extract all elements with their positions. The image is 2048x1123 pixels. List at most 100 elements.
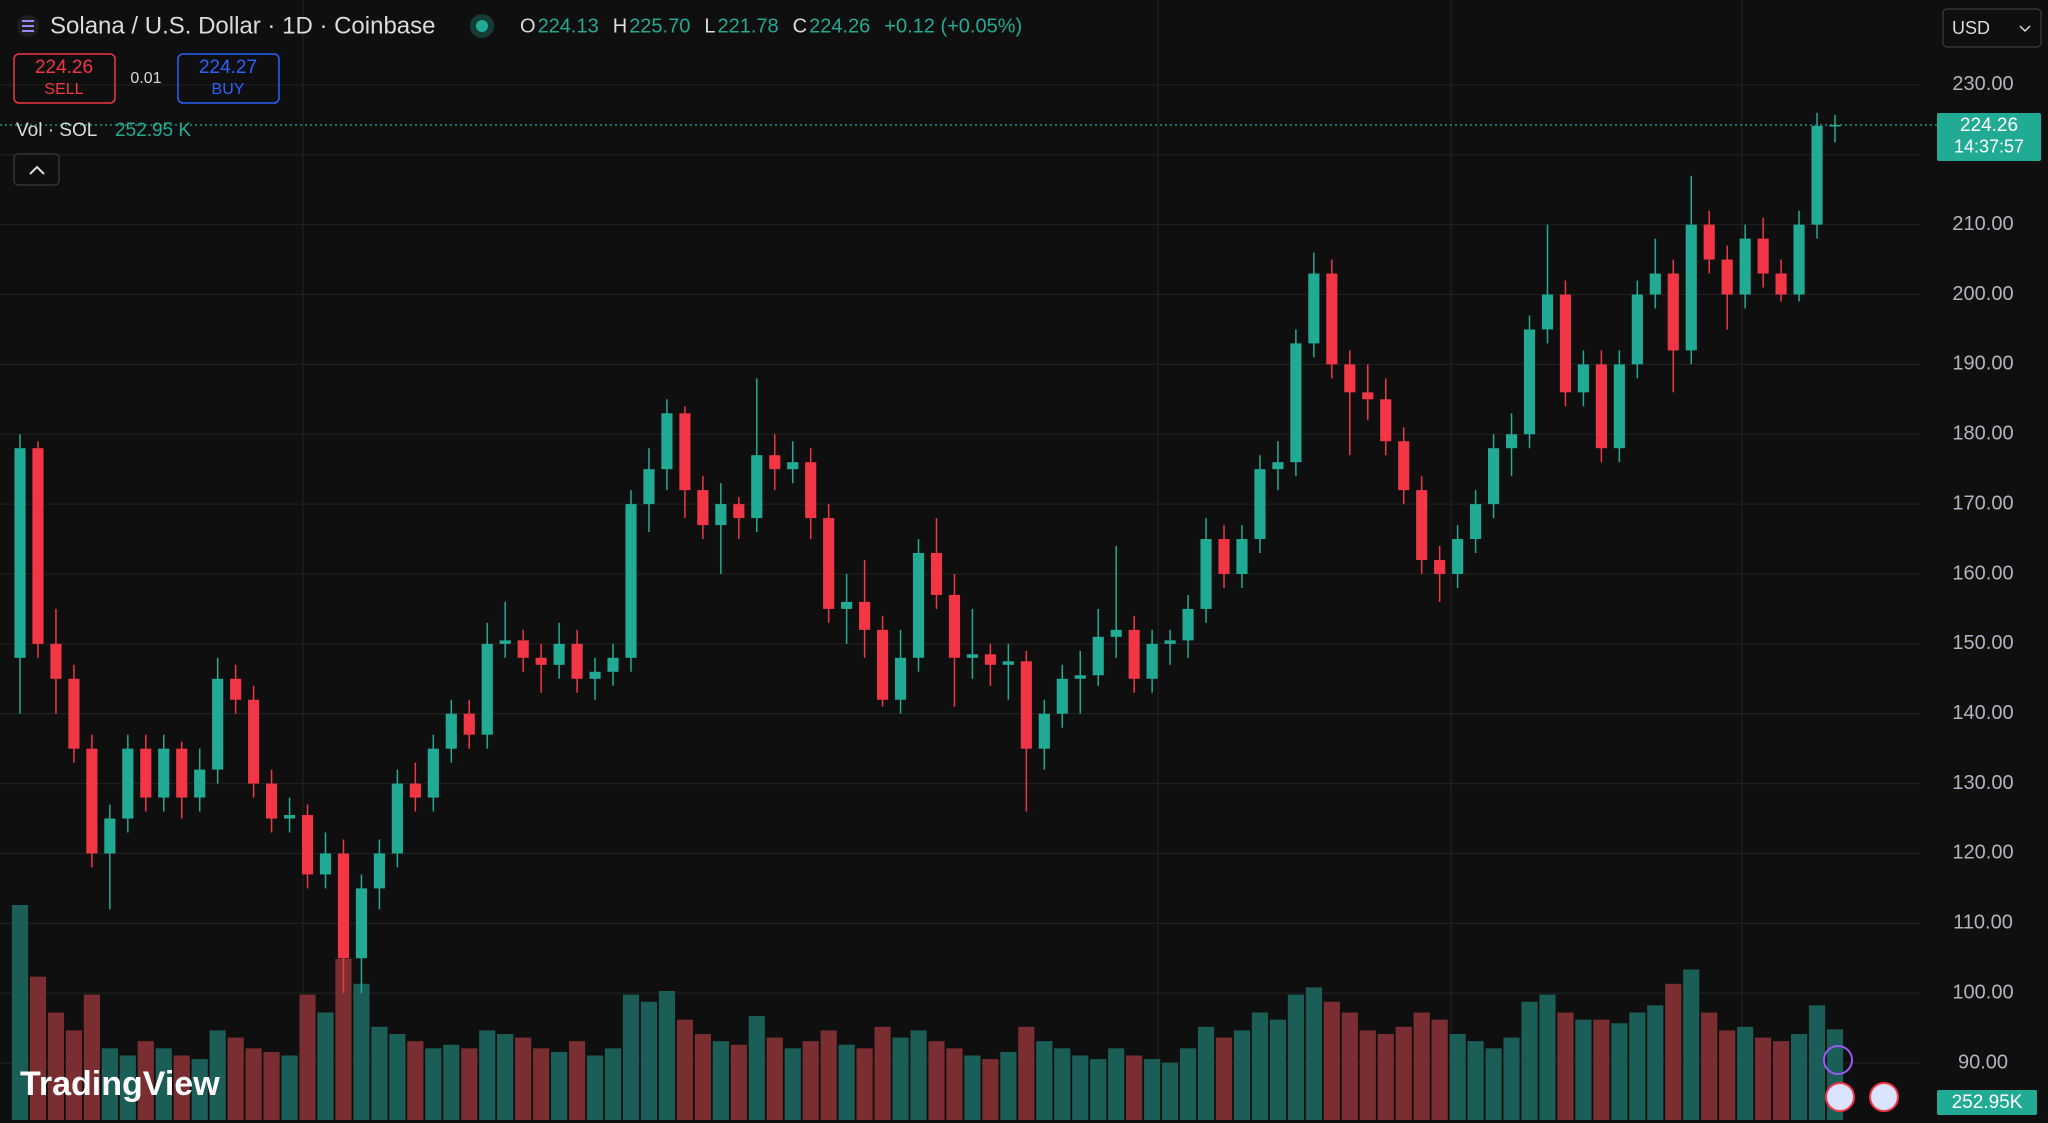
volume-bar (1359, 1030, 1376, 1120)
ohlc-value: 221.78 (717, 15, 778, 37)
spread: 0.01 (130, 70, 161, 87)
candle-body (427, 748, 439, 798)
candle-body (1002, 661, 1014, 665)
volume-bar (209, 1030, 226, 1120)
buy-label: BUY (212, 81, 245, 98)
volume-bar (1036, 1041, 1053, 1120)
currency-select[interactable] (1942, 8, 2042, 48)
candle-layer (14, 112, 1841, 994)
volume-bar (1269, 1019, 1287, 1120)
ohlc-letter: H (613, 15, 627, 37)
volume-bar (1323, 1001, 1340, 1120)
volume-bar (1108, 1048, 1125, 1120)
candle-body (517, 640, 529, 658)
candle-body (1434, 560, 1446, 574)
flag-icon (1825, 1082, 1855, 1112)
ohlc-letter: C (793, 15, 807, 37)
candle-body (733, 504, 745, 519)
volume-bar (1719, 1030, 1736, 1120)
volume-bar (1485, 1048, 1502, 1120)
candle-body (1685, 224, 1697, 351)
sell-button[interactable] (13, 53, 116, 104)
buy-button[interactable] (177, 53, 280, 104)
candle-body (697, 490, 709, 526)
y-tick-label: 130.00 (1952, 772, 2013, 794)
candle-body (769, 455, 781, 470)
candle-body (1344, 364, 1356, 393)
candle-body (1775, 273, 1787, 295)
candle-body (319, 853, 332, 875)
volume-bar (371, 1026, 388, 1120)
currency-caret (2019, 25, 2031, 33)
y-tick-label: 160.00 (1952, 562, 2013, 584)
flag-icon (1869, 1082, 1899, 1112)
volume-bar (604, 1048, 622, 1120)
candle-body (1218, 539, 1230, 574)
candle-body (104, 818, 116, 854)
volume-bar (1197, 1026, 1215, 1120)
candle-body (1703, 224, 1715, 260)
volume-bar (1126, 1055, 1143, 1120)
candle-body (1487, 448, 1500, 505)
candle-body (1128, 629, 1140, 679)
volume-bar (1287, 994, 1304, 1120)
volume-bar (1467, 1041, 1484, 1120)
volume-bar (1054, 1048, 1071, 1120)
candle-body (571, 643, 583, 679)
candle-body (553, 643, 565, 665)
ohlc-value: 224.13 (538, 15, 599, 37)
candle-body (1452, 539, 1464, 574)
candle-body (948, 594, 961, 658)
collapse-button[interactable] (13, 153, 60, 186)
candle-body (930, 553, 943, 595)
volume-bar (83, 994, 100, 1120)
candle-body (86, 748, 98, 854)
volume-bar (964, 1055, 981, 1120)
volume-bar (1090, 1059, 1107, 1120)
volume-bar (263, 1051, 280, 1120)
candle-body (1074, 675, 1086, 679)
candle-body (1254, 469, 1266, 540)
volume-bar (1701, 1012, 1718, 1120)
candle-body (1667, 273, 1679, 351)
candle-body (823, 518, 835, 609)
candle-body (966, 654, 978, 658)
candle-body (355, 888, 368, 959)
volume-bar (640, 1001, 658, 1120)
y-tick-label: 170.00 (1952, 492, 2013, 514)
collapse-icon (29, 165, 45, 175)
volume-bar (1018, 1026, 1035, 1120)
volume-bar (946, 1048, 963, 1120)
candle-body (1631, 294, 1643, 365)
candle-body (1649, 273, 1661, 295)
volume-bar (101, 1048, 118, 1120)
candle-body (122, 748, 134, 819)
candle-body (912, 553, 925, 658)
candle-body (1541, 294, 1554, 330)
volume-bar (407, 1041, 424, 1120)
candle-body (805, 462, 817, 519)
candle-body (68, 678, 80, 749)
volume-bar (1449, 1034, 1466, 1120)
candle-body (589, 671, 601, 679)
volume-bar (1683, 969, 1700, 1120)
candle-body (1721, 259, 1733, 295)
volume-bar (730, 1044, 747, 1120)
candle-body (1829, 124, 1841, 127)
candle-body (625, 504, 637, 658)
volume-bar (65, 1030, 82, 1120)
volume-bar (748, 1016, 765, 1120)
volume-bar (892, 1037, 909, 1120)
candle-body (1272, 462, 1284, 470)
candle-body (877, 629, 889, 700)
candle-body (14, 448, 26, 658)
candle-body (894, 657, 907, 700)
volume-bar (317, 1012, 334, 1120)
candle-body (643, 469, 655, 505)
volume-bar (1233, 1030, 1251, 1120)
candle-body (751, 455, 763, 519)
candle-body (445, 713, 457, 749)
candle-body (337, 853, 350, 959)
volume-bar (299, 994, 316, 1120)
volume-bar (497, 1034, 514, 1120)
